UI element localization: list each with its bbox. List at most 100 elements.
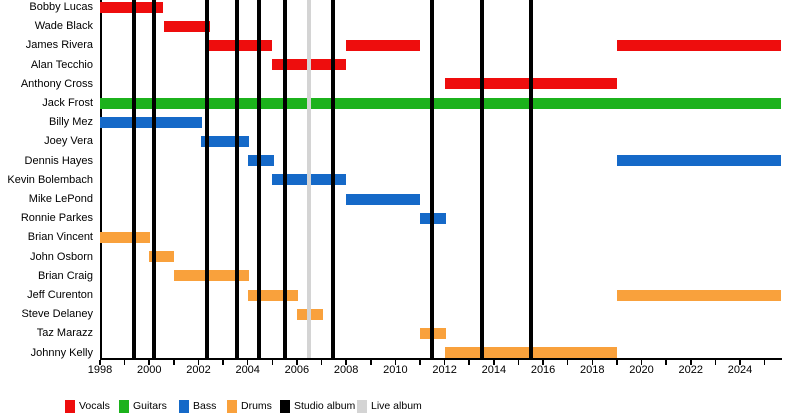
axis-year-label: 2002 [186,364,211,376]
member-label: Brian Craig [37,269,93,282]
axis-tick [690,359,692,365]
axis-tick [616,359,618,365]
member-label: Joey Vera [44,135,93,148]
member-label: Brian Vincent [27,231,93,244]
member-label: Jeff Curenton [27,289,93,301]
tenure-bar-bass [616,155,782,167]
axis-year-label: 2008 [333,364,359,376]
member-label: Johnny Kelly [30,346,93,359]
axis-tick [739,359,741,365]
tenure-bar-vocals [208,39,273,51]
member-label: Steve Delaney [21,308,93,321]
member-label: Bobby Lucas [29,1,93,13]
member-label: John Osborn [30,250,93,263]
axis-tick [148,359,150,365]
axis-year-label: 2020 [629,364,654,376]
axis-year-label: 2010 [383,364,408,376]
legend-swatch-studio_album [280,400,290,413]
member-label: Ronnie Parkes [20,212,93,225]
legend-swatch-drums [227,400,237,413]
studio-album-line [330,0,335,358]
axis-year-label: 2004 [235,364,260,376]
axis-year-label: 1998 [87,364,113,376]
tenure-bar-bass [100,116,203,128]
legend-label-guitars: Guitars [133,400,167,412]
legend-swatch-vocals [65,400,75,413]
axis-year-label: 2016 [530,364,556,376]
tenure-bar-vocals [163,20,210,32]
studio-album-line [234,0,239,358]
axis-year-label: 2012 [432,364,457,376]
x-axis-line [99,358,782,360]
tenure-bar-guitars [100,97,782,109]
studio-album-line [282,0,287,358]
tenure-bar-vocals [100,1,163,13]
axis-tick [394,359,397,365]
axis-year-label: 2014 [481,364,507,376]
axis-year-label: 2022 [678,364,703,376]
axis-tick [296,359,298,365]
member-label: Wade Black [34,20,93,33]
member-label: James Rivera [25,39,93,52]
tenure-bar-drums [247,289,299,301]
axis-year-label: 2006 [284,364,310,376]
axis-tick [566,359,569,365]
legend-swatch-bass [179,400,189,413]
axis-tick [763,359,766,365]
axis-tick [320,359,323,365]
member-label: Kevin Bolembach [7,173,93,186]
axis-tick [197,359,200,365]
axis-year-label: 2024 [727,364,753,376]
axis-tick [271,359,274,365]
axis-tick [517,359,520,365]
tenure-bar-drums [149,251,174,263]
axis-tick [542,359,544,365]
tenure-bar-bass [346,193,420,205]
member-label: Dennis Hayes [24,154,93,167]
legend-label-studio_album: Studio album [294,400,356,412]
member-label: Alan Tecchio [30,58,93,71]
axis-tick [173,359,175,365]
tenure-bar-drums [173,270,249,282]
tenure-bar-vocals [346,39,420,51]
axis-tick [246,359,249,365]
studio-album-line [479,0,484,358]
axis-tick [468,359,470,365]
studio-album-line [152,0,157,358]
legend-swatch-guitars [119,400,129,413]
tenure-bar-bass [200,135,249,147]
axis-tick [640,359,643,365]
axis-tick [493,359,495,365]
axis-tick [345,359,347,365]
studio-album-line [205,0,210,358]
member-label: Jack Frost [42,97,93,109]
axis-tick [222,359,224,365]
axis-tick [419,359,421,365]
legend-label-bass: Bass [193,400,217,412]
axis-tick [123,359,126,365]
studio-album-line [132,0,137,358]
studio-album-line [528,0,533,358]
axis-year-label: 2018 [580,364,605,376]
tenure-bar-drums [616,289,782,301]
member-label: Billy Mez [48,116,93,129]
axis-tick [443,359,446,365]
member-label: Mike LePond [28,193,93,205]
legend-swatch-live_album [357,400,367,413]
tenure-bar-vocals [616,39,782,51]
legend-label-drums: Drums [241,400,272,412]
legend-label-live_album: Live album [371,400,422,412]
axis-tick [591,359,594,365]
member-label: Anthony Cross [20,77,93,90]
member-label: Taz Marazz [36,327,93,340]
tenure-bar-drums [100,231,151,243]
axis-tick [99,359,101,365]
studio-album-line [430,0,435,358]
axis-tick [714,359,717,365]
axis-tick [370,359,372,365]
y-axis-line [100,0,102,358]
legend-label-vocals: Vocals [79,400,110,412]
studio-album-line [256,0,261,358]
axis-tick [665,359,667,365]
